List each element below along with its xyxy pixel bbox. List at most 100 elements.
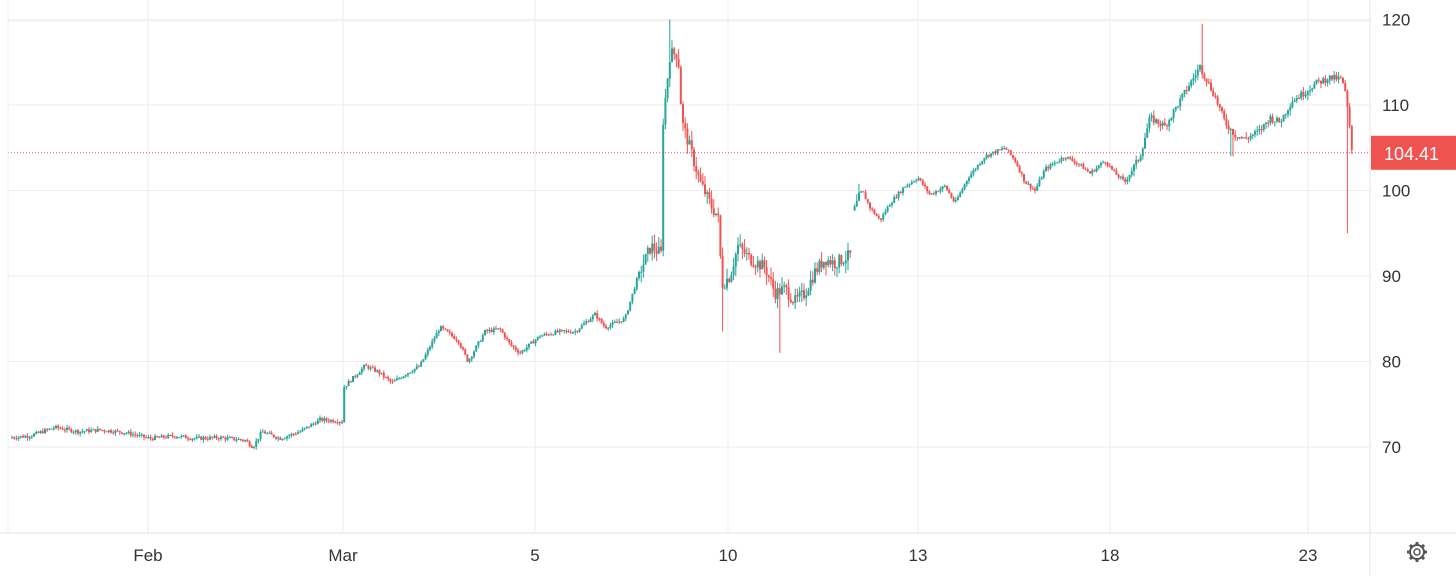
candle xyxy=(1056,162,1058,164)
candle-body xyxy=(389,379,392,382)
candle-body xyxy=(77,430,79,434)
candle-body xyxy=(499,328,502,330)
candle-body xyxy=(871,208,874,210)
candle xyxy=(1111,165,1113,171)
candle xyxy=(915,178,918,184)
candle xyxy=(673,46,676,61)
y-tick-label: 120 xyxy=(1382,11,1410,30)
candle xyxy=(268,430,271,434)
candle xyxy=(602,320,605,328)
candle-body xyxy=(424,354,427,360)
candle xyxy=(464,348,467,356)
candle-body xyxy=(1135,159,1138,165)
candle-body xyxy=(572,332,574,334)
candle-body xyxy=(37,431,40,433)
candle-body xyxy=(415,366,418,369)
candle xyxy=(600,318,603,324)
candle xyxy=(1124,176,1127,185)
candle-body xyxy=(770,277,772,280)
candle-body xyxy=(1146,128,1149,138)
candle xyxy=(774,280,777,304)
candle xyxy=(1067,156,1069,160)
candle-body xyxy=(521,350,524,354)
candle-body xyxy=(202,437,205,440)
candle xyxy=(1069,155,1072,161)
candle xyxy=(475,344,478,352)
candle-body xyxy=(336,422,339,424)
candle-body xyxy=(776,288,779,300)
candle xyxy=(1045,164,1047,173)
candle-body xyxy=(1269,116,1272,124)
candle xyxy=(459,342,462,349)
candle-body xyxy=(875,213,878,217)
candle-body xyxy=(244,440,247,442)
candle xyxy=(1031,186,1034,190)
candle xyxy=(552,333,555,336)
candle xyxy=(1177,105,1179,109)
candle-body xyxy=(710,198,713,209)
candle xyxy=(539,334,541,339)
candle xyxy=(1047,164,1050,172)
candle xyxy=(853,204,856,212)
candle xyxy=(393,378,396,382)
candle-body xyxy=(600,318,603,324)
candle-body xyxy=(1181,93,1184,99)
candle-body xyxy=(1163,122,1166,126)
candle xyxy=(695,156,698,180)
candle-body xyxy=(844,260,847,264)
candle xyxy=(253,445,255,450)
candle xyxy=(858,183,860,201)
candle xyxy=(1095,165,1098,173)
candle-body xyxy=(1104,162,1107,164)
candle xyxy=(1291,96,1294,109)
candle xyxy=(1333,71,1336,84)
candle-body xyxy=(882,214,885,220)
candle xyxy=(1245,132,1248,140)
candle xyxy=(1229,127,1232,157)
candle-body xyxy=(308,426,310,428)
candle-body xyxy=(299,431,302,433)
candle-body xyxy=(607,327,610,329)
candle-body xyxy=(840,255,843,264)
candle xyxy=(976,164,979,171)
candle-body xyxy=(1130,171,1133,175)
settings-button[interactable] xyxy=(1407,542,1427,562)
candle-body xyxy=(717,213,720,216)
candle-body xyxy=(620,321,623,323)
candle-body xyxy=(257,439,260,441)
candle xyxy=(686,123,689,154)
candle-body xyxy=(622,318,625,322)
candle-body xyxy=(79,431,82,434)
candle-body xyxy=(206,438,209,440)
candle-body xyxy=(107,430,110,432)
candle-body xyxy=(90,429,93,433)
candle-body xyxy=(1007,149,1010,151)
candle-body xyxy=(873,209,876,214)
candle xyxy=(1005,146,1008,150)
candle-body xyxy=(787,287,790,300)
candle xyxy=(479,339,482,342)
candle-body xyxy=(1155,119,1157,123)
candle-body xyxy=(1306,91,1309,95)
candle-body xyxy=(114,430,117,434)
candle xyxy=(1309,84,1311,97)
candle xyxy=(301,426,304,433)
candle-body xyxy=(275,437,277,439)
candle-body xyxy=(719,215,722,257)
candle xyxy=(187,436,189,442)
candle-body xyxy=(332,420,335,423)
candle xyxy=(609,322,612,330)
candle xyxy=(330,419,332,424)
candle-body xyxy=(633,288,636,294)
candle xyxy=(1104,161,1107,166)
candle xyxy=(55,424,57,430)
candle xyxy=(169,434,172,437)
candle-body xyxy=(297,432,299,434)
candle xyxy=(528,343,530,350)
candle-body xyxy=(796,295,799,297)
candle xyxy=(921,178,924,186)
candle xyxy=(99,428,101,431)
candle-body xyxy=(365,365,368,367)
